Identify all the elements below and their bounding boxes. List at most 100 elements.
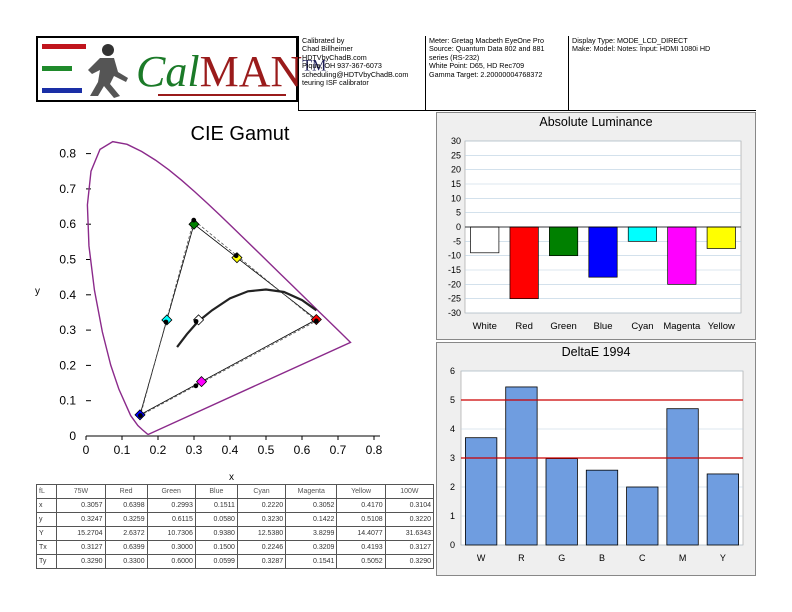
cie-y-tick-label: 0.4 — [59, 288, 76, 302]
luminance-y-tick: 25 — [451, 150, 461, 160]
measured-point-red — [313, 318, 319, 324]
table-cell: 0.3220 — [384, 512, 435, 527]
table-cell: 0.3290 — [384, 554, 435, 569]
table-cell: 0.3230 — [236, 512, 287, 527]
table-cell: 0.6000 — [146, 554, 196, 569]
table-cell: 0.9380 — [194, 526, 238, 541]
table-header-cell: Yellow — [336, 484, 386, 499]
cie-title: CIE Gamut — [191, 123, 290, 145]
table-cell: 12.5380 — [236, 526, 287, 541]
cie-x-tick-label: 0.1 — [114, 443, 131, 457]
deltae-chart: 6 5 4 3 2 1 0 W R G B C M Y — [450, 366, 744, 563]
luminance-panel: Absolute Luminance 30 25 20 15 10 5 0 -5 -10 -15 -… — [436, 112, 756, 340]
table-header-cell: Green — [146, 484, 196, 499]
table-header-cell: Cyan — [236, 484, 287, 499]
table-cell: 0.3052 — [285, 498, 338, 513]
luminance-y-tick: -30 — [448, 308, 461, 318]
luminance-bar-magenta — [667, 226, 697, 285]
luminance-y-tick: -10 — [448, 251, 461, 261]
table-cell: 0.6399 — [104, 540, 148, 555]
luminance-x-label: Green — [550, 321, 576, 332]
luminance-x-label: Cyan — [631, 321, 653, 332]
luminance-y-tick: 30 — [451, 136, 461, 146]
cie-x-tick-label: 0.6 — [294, 443, 311, 457]
luminance-bar-cyan — [627, 226, 657, 242]
cie-x-tick-label: 0.4 — [222, 443, 239, 457]
cie-x-tick-label: 0.3 — [186, 443, 203, 457]
table-header-cell: Blue — [194, 484, 238, 499]
deltae-bar-g — [545, 458, 578, 546]
table-row-label: Y — [35, 526, 58, 541]
luminance-y-tick: 15 — [451, 179, 461, 189]
table-cell: 31.6343 — [384, 526, 435, 541]
luminance-bar-green — [549, 226, 579, 257]
table-cell: 0.5108 — [336, 512, 386, 527]
deltae-y-tick: 0 — [450, 540, 455, 550]
deltae-bar-c — [626, 486, 659, 546]
target-point-magenta — [195, 376, 208, 388]
table-cell: 0.6115 — [146, 512, 196, 527]
luminance-y-tick: -25 — [448, 294, 461, 304]
logo-wordmark: CalMANTM — [136, 47, 327, 96]
luminance-bar-blue — [588, 226, 618, 278]
luminance-x-label: Yellow — [708, 321, 735, 332]
blackbody-curve — [176, 288, 318, 348]
table-cell: 0.1422 — [285, 512, 338, 527]
luminance-title: Absolute Luminance — [539, 115, 653, 129]
table-cell: 0.3300 — [104, 554, 148, 569]
measured-point-white — [193, 318, 199, 324]
target-point-green — [188, 218, 200, 230]
cie-x-tick-label: 0 — [83, 443, 90, 457]
table-row: Ty 0.3290 0.3300 0.6000 0.0599 0.3287 0.1541 0.… — [35, 554, 435, 569]
cie-y-tick-label: 0.5 — [59, 253, 76, 267]
luminance-y-tick: 10 — [451, 193, 461, 203]
luminance-x-label: Blue — [593, 321, 612, 332]
table-cell: 15.2704 — [56, 526, 106, 541]
deltae-bar-r — [505, 386, 538, 546]
measured-point-blue — [137, 413, 143, 418]
table-row: Tx 0.3127 0.6399 0.3000 0.1500 0.2246 0.3209 0.… — [35, 540, 435, 555]
cie-plot-area — [86, 140, 352, 436]
luminance-x-label: White — [473, 321, 497, 332]
luminance-y-tick: -5 — [453, 236, 461, 246]
table-cell: 0.2220 — [236, 498, 287, 513]
table-row-label: Tx — [35, 540, 58, 555]
table-header-cell: fL — [35, 484, 58, 499]
table-cell: 0.1511 — [194, 498, 238, 513]
table-row-label: x — [35, 498, 58, 513]
deltae-x-label: C — [639, 553, 646, 563]
measured-point-magenta — [193, 383, 199, 389]
deltae-title: DeltaE 1994 — [561, 345, 631, 359]
luminance-y-tick: 20 — [451, 165, 461, 175]
table-cell: 0.3104 — [384, 498, 435, 513]
luminance-bar-red — [509, 226, 539, 300]
deltae-y-tick: 2 — [450, 482, 455, 492]
deltae-panel: DeltaE 1994 6 5 4 3 2 1 0 W R G B C M Y — [436, 342, 756, 576]
deltae-x-label: R — [518, 553, 525, 563]
table-cell: 2.6372 — [104, 526, 148, 541]
cie-y-tick-label: 0.8 — [59, 147, 76, 161]
table-row: Y 15.2704 2.6372 10.7306 0.9380 12.5380 3.8299… — [35, 526, 435, 541]
measured-point-cyan — [163, 319, 169, 325]
table-header-cell: Magenta — [285, 484, 338, 499]
deltae-y-tick: 4 — [450, 424, 455, 434]
table-header-cell: Red — [104, 484, 148, 499]
cie-axes: 0 0.1 0.2 0.3 0.4 0.5 0.6 0.7 0.8 0 0.1 0.2 0.3 0.4 0.… — [59, 147, 382, 457]
deltae-x-label: M — [679, 553, 687, 563]
luminance-y-tick: 0 — [456, 222, 461, 232]
cie-x-tick-label: 0.7 — [330, 443, 347, 457]
table-cell: 0.3259 — [104, 512, 148, 527]
cie-y-tick-label: 0 — [69, 429, 76, 443]
cie-y-label: y — [35, 286, 40, 297]
luminance-chart: 30 25 20 15 10 5 0 -5 -10 -15 -20 -25 -30 White Red Gre… — [448, 136, 742, 332]
table-cell: 0.3127 — [56, 540, 106, 555]
deltae-x-label: B — [599, 553, 605, 563]
table-cell: 0.3247 — [56, 512, 106, 527]
meter-info: Meter: Gretag Macbeth EyeOne Pro Source:… — [426, 36, 569, 110]
table-row: y 0.3247 0.3259 0.6115 0.0580 0.3230 0.1422 0.5… — [35, 512, 435, 527]
cie-x-tick-label: 0.5 — [258, 443, 275, 457]
table-cell: 0.0599 — [194, 554, 238, 569]
deltae-bar-b — [585, 469, 619, 546]
table-cell: 0.3290 — [56, 554, 106, 569]
cie-x-label: x — [229, 472, 234, 483]
